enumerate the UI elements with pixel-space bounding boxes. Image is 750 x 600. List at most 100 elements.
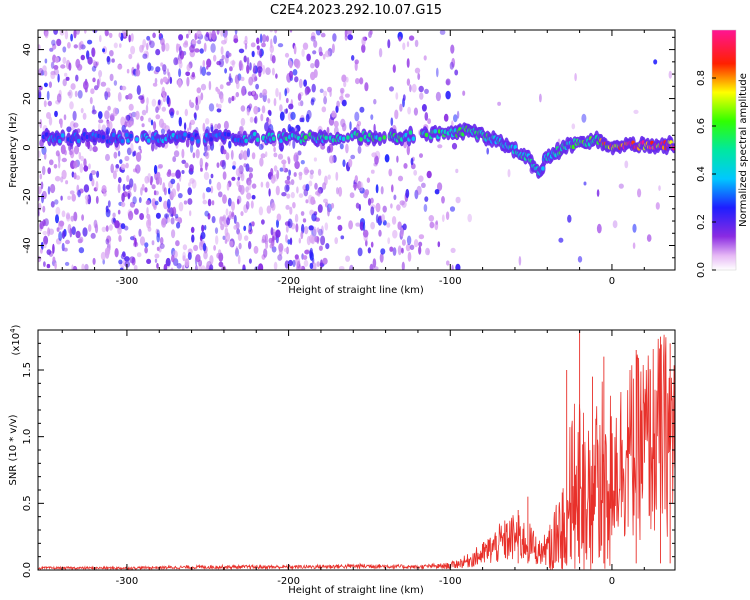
heatmap-noise-cell — [111, 58, 115, 63]
heatmap-noise-cell — [203, 171, 210, 181]
heatmap-noise-cell — [265, 35, 269, 42]
heatmap-noise-cell — [263, 248, 268, 258]
heatmap-noise-cell — [70, 215, 75, 222]
heatmap-noise-cell — [70, 33, 73, 42]
heatmap-noise-cell — [119, 159, 123, 165]
heatmap-noise-cell — [62, 56, 67, 65]
heatmap-noise-cell — [187, 198, 193, 205]
heatmap-noise-cell — [270, 168, 274, 177]
heatmap-noise-cell — [632, 223, 637, 233]
heatmap-noise-cell — [187, 187, 192, 196]
heatmap-noise-cell — [249, 116, 254, 123]
heatmap-noise-cell — [117, 209, 121, 215]
heatmap-noise-cell — [53, 68, 59, 76]
heatmap-noise-cell — [229, 66, 233, 72]
heatmap-ridge-cell — [359, 137, 363, 142]
heatmap-noise-cell — [361, 36, 366, 46]
heatmap-noise-cell — [60, 64, 66, 69]
heatmap-noise-cell — [189, 210, 192, 217]
heatmap-noise-cell — [126, 68, 130, 74]
heatmap-noise-cell — [208, 80, 212, 91]
heatmap-noise-cell — [183, 122, 187, 131]
heatmap-noise-cell — [157, 171, 161, 180]
heatmap-noise-cell — [191, 71, 195, 78]
heatmap-noise-cell — [203, 42, 207, 52]
heatmap-noise-cell — [246, 64, 250, 74]
heatmap-noise-cell — [245, 186, 249, 193]
heatmap-noise-cell — [159, 177, 163, 186]
heatmap-noise-cell — [105, 238, 110, 245]
heatmap-noise-cell — [152, 32, 156, 39]
heatmap-noise-cell — [163, 200, 168, 210]
heatmap-noise-cell — [66, 126, 72, 133]
heatmap-ridge-cell — [135, 137, 139, 142]
heatmap-noise-cell — [419, 153, 423, 159]
snr-multiplier-label: (x104) — [9, 324, 22, 355]
heatmap-ridge-cell — [196, 139, 200, 144]
heatmap-noise-cell — [41, 165, 46, 176]
heatmap-noise-cell — [313, 226, 317, 236]
heatmap-noise-cell — [451, 264, 454, 270]
heatmap-noise-cell — [193, 244, 199, 252]
heatmap-noise-cell — [161, 218, 167, 228]
heatmap-noise-cell — [195, 148, 200, 159]
heatmap-noise-cell — [67, 91, 71, 96]
heatmap-noise-cell — [176, 110, 179, 116]
heatmap-noise-cell — [287, 239, 291, 245]
heatmap-noise-cell — [244, 35, 248, 43]
heatmap-noise-cell — [336, 100, 340, 108]
heatmap-noise-cell — [184, 258, 190, 268]
heatmap-noise-cell — [401, 261, 405, 270]
heatmap-noise-cell — [240, 105, 246, 112]
heatmap-noise-cell — [73, 122, 79, 128]
heatmap-noise-cell — [216, 162, 220, 168]
heatmap-noise-cell — [42, 190, 47, 200]
heatmap-noise-cell — [188, 122, 192, 131]
heatmap-noise-cell — [668, 70, 672, 79]
heatmap-noise-cell — [206, 71, 212, 76]
heatmap-noise-cell — [206, 58, 212, 68]
heatmap-noise-cell — [96, 170, 100, 178]
heatmap-noise-cell — [63, 247, 68, 252]
heatmap-noise-cell — [46, 263, 51, 269]
heatmap-noise-cell — [403, 163, 408, 169]
heatmap-noise-cell — [285, 234, 288, 243]
y-tick-label: 0.5 — [22, 495, 33, 511]
heatmap-noise-cell — [240, 117, 246, 127]
heatmap-noise-cell — [311, 213, 317, 222]
heatmap-noise-cell — [120, 85, 127, 91]
heatmap-noise-cell — [178, 116, 182, 127]
heatmap-noise-cell — [130, 236, 135, 241]
heatmap-noise-cell — [248, 225, 251, 231]
heatmap-noise-cell — [115, 167, 119, 173]
heatmap-noise-cell — [183, 200, 188, 205]
heatmap-noise-cell — [225, 50, 230, 59]
heatmap-noise-cell — [191, 234, 195, 243]
heatmap-noise-cell — [155, 66, 161, 73]
heatmap-noise-cell — [199, 48, 204, 54]
heatmap-noise-cell — [421, 182, 426, 188]
heatmap-noise-cell — [230, 149, 234, 160]
heatmap-noise-cell — [320, 32, 326, 38]
heatmap-noise-cell — [267, 98, 271, 104]
heatmap-noise-cell — [69, 190, 75, 195]
heatmap-noise-cell — [146, 42, 149, 51]
heatmap-noise-cell — [80, 155, 84, 162]
heatmap-noise-cell — [394, 109, 399, 120]
snr-plot-area — [38, 330, 675, 570]
heatmap-noise-cell — [54, 110, 58, 118]
heatmap-noise-cell — [95, 180, 99, 191]
heatmap-noise-cell — [380, 186, 384, 195]
heatmap-noise-cell — [539, 93, 542, 103]
heatmap-noise-cell — [359, 187, 365, 194]
heatmap-noise-cell — [456, 110, 460, 119]
heatmap-noise-cell — [188, 99, 192, 107]
heatmap-noise-cell — [160, 128, 166, 135]
heatmap-noise-cell — [248, 172, 253, 179]
heatmap-noise-cell — [210, 173, 214, 179]
heatmap-noise-cell — [437, 241, 441, 248]
heatmap-noise-cell — [418, 241, 423, 247]
heatmap-noise-cell — [91, 47, 96, 58]
heatmap-noise-cell — [273, 152, 278, 158]
